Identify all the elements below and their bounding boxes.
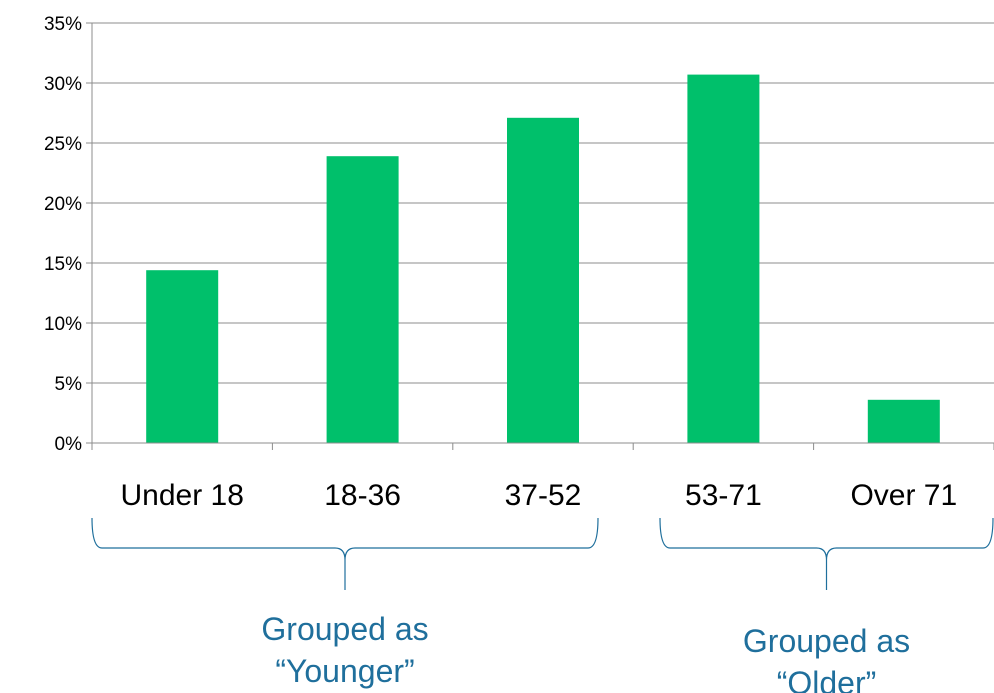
y-tick-label: 30%: [44, 74, 82, 95]
x-category-label: 53-71: [685, 479, 762, 512]
group-label-line1: Grouped as: [743, 623, 910, 659]
group-brace: [659, 517, 994, 590]
group-older: Grouped as “Older”: [659, 517, 994, 693]
bar-53-71: [687, 74, 760, 443]
bar-37-52: [507, 117, 579, 444]
bar-under-18: [146, 270, 219, 443]
y-tick-label: 20%: [44, 194, 82, 215]
y-tick-label: 10%: [44, 314, 82, 335]
y-tick-label: 0%: [55, 434, 83, 455]
bar-over-71: [867, 399, 940, 443]
group-label-line2: “Older”: [777, 665, 877, 693]
group-brace: [91, 517, 599, 590]
y-tick-label: 5%: [55, 374, 83, 395]
bars: [146, 74, 940, 444]
x-axis: Under 18 18-36 37-52 53-71 Over 71: [91, 442, 994, 512]
group-label-line2: “Younger”: [275, 653, 414, 689]
y-axis: 0% 5% 10% 15% 20% 25% 30% 35%: [44, 14, 93, 455]
y-tick-label: 15%: [44, 254, 82, 275]
group-younger: Grouped as “Younger”: [91, 517, 599, 689]
x-category-label: Over 71: [850, 479, 957, 512]
x-category-label: Under 18: [120, 479, 243, 512]
group-label-line1: Grouped as: [261, 611, 428, 647]
group-annotations: Grouped as “Younger” Grouped as “Older”: [91, 517, 994, 693]
x-category-label: 18-36: [324, 479, 401, 512]
bar-18-36: [326, 156, 399, 443]
x-category-label: 37-52: [505, 479, 582, 512]
y-tick-label: 35%: [44, 14, 82, 35]
y-tick-label: 25%: [44, 134, 82, 155]
